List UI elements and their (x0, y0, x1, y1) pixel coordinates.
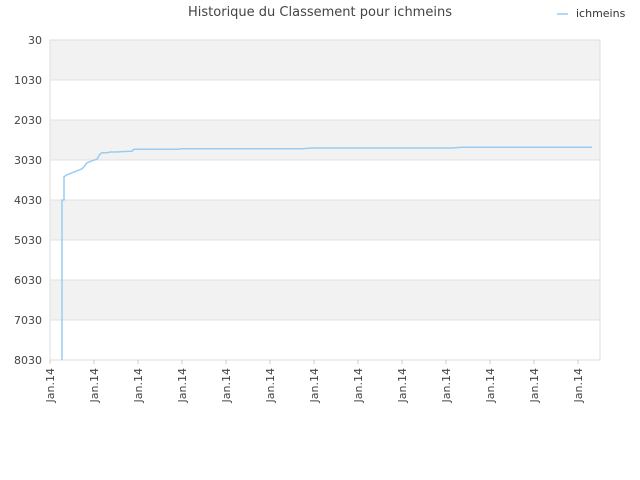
plot-band (50, 40, 600, 80)
y-tick-label: 5030 (14, 234, 42, 247)
y-tick-label: 1030 (14, 74, 42, 87)
x-tick-label: Jan.14 (176, 368, 189, 403)
plot-bands (50, 40, 600, 320)
y-axis: 30 1030 2030 3030 4030 5030 6030 7030 8030 (14, 34, 42, 367)
plot-band (50, 280, 600, 320)
legend: ichmeins (557, 7, 626, 20)
x-tick-label: Jan.14 (396, 368, 409, 403)
x-tick-label: Jan.14 (440, 368, 453, 403)
plot-band (50, 120, 600, 160)
x-tick-label: Jan.14 (44, 368, 57, 403)
x-tick-label: Jan.14 (528, 368, 541, 403)
y-tick-label: 6030 (14, 274, 42, 287)
x-tick-label: Jan.14 (220, 368, 233, 403)
series-line (61, 146, 592, 360)
x-tick-label: Jan.14 (352, 368, 365, 403)
x-tick-label: Jan.14 (132, 368, 145, 403)
x-tick-label: Jan.14 (308, 368, 321, 403)
x-tick-label: Jan.14 (88, 368, 101, 403)
series-layer (61, 146, 592, 360)
plot-area-border (49, 39, 601, 361)
plot-band (50, 200, 600, 240)
y-tick-label: 4030 (14, 194, 42, 207)
chart-title: Historique du Classement pour ichmeins (188, 5, 452, 20)
y-tick-label: 7030 (14, 314, 42, 327)
legend-label: ichmeins (576, 7, 626, 20)
y-tick-label: 8030 (14, 354, 42, 367)
x-axis: Jan.14 Jan.14 Jan.14 Jan.14 Jan.14 Jan.14 Jan.… (44, 360, 585, 403)
y-tick-label: 2030 (14, 114, 42, 127)
x-tick-label: Jan.14 (484, 368, 497, 403)
y-tick-label: 30 (28, 34, 42, 47)
y-tick-label: 3030 (14, 154, 42, 167)
x-tick-label: Jan.14 (572, 368, 585, 403)
x-tick-label: Jan.14 (264, 368, 277, 403)
